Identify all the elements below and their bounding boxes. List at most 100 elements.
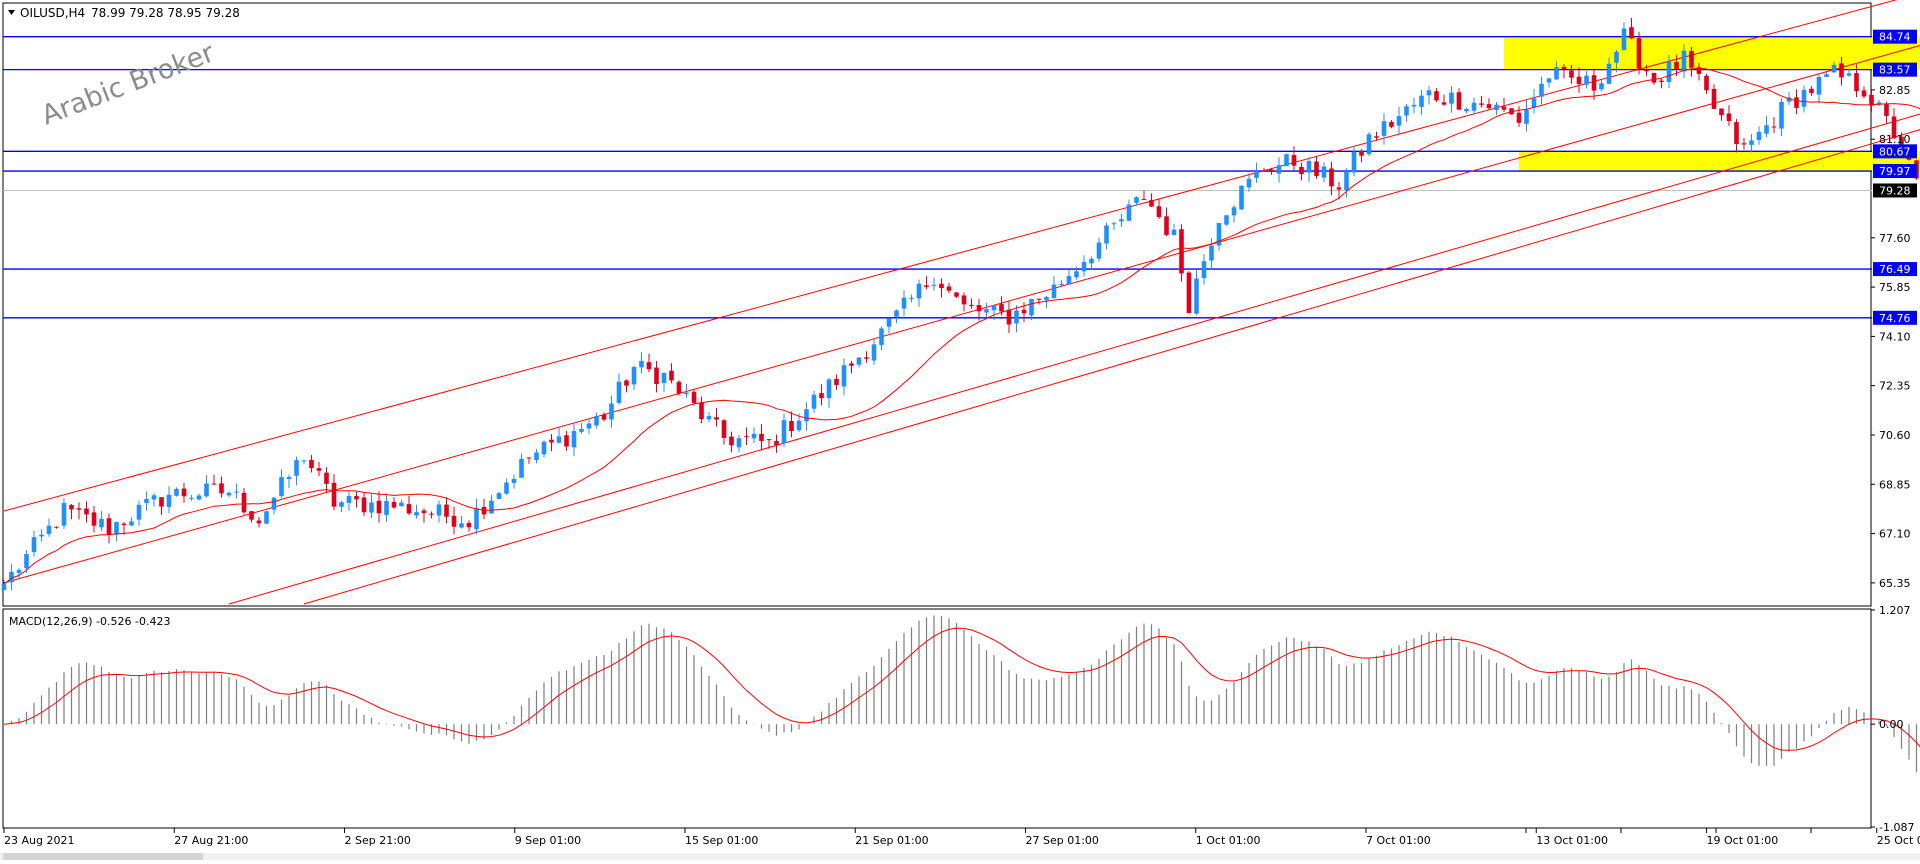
candle-body — [324, 472, 329, 484]
candle-body — [264, 511, 269, 524]
time-tick-label: 21 Sep 01:00 — [855, 834, 928, 847]
candle-body — [1006, 309, 1012, 325]
candle-body — [1074, 271, 1079, 278]
candle-body — [526, 457, 532, 459]
candle-body — [1224, 215, 1229, 225]
candle-body — [639, 360, 644, 368]
macd-layer — [3, 615, 1920, 773]
candle-body — [864, 357, 869, 359]
candle-body — [1029, 298, 1034, 316]
candle-body — [736, 438, 742, 448]
candle-body — [1636, 38, 1642, 69]
current-price-badge — [1873, 183, 1917, 198]
macd-label: MACD(12,26,9) -0.526 -0.423 — [9, 615, 170, 628]
candle-body — [1486, 104, 1492, 109]
candle-body — [1201, 261, 1207, 279]
channel-line-3 — [303, 129, 1920, 605]
candle-body — [159, 497, 164, 507]
time-tick-label: 13 Oct 01:00 — [1536, 834, 1608, 847]
candle-body — [1779, 101, 1784, 129]
candle-body — [316, 468, 322, 471]
candle-body — [489, 500, 494, 514]
candle-body — [1786, 97, 1792, 102]
candle-body — [1839, 63, 1844, 78]
scrollbar-thumb[interactable] — [3, 853, 203, 860]
candle-body — [39, 534, 44, 537]
candle-body — [1561, 66, 1567, 70]
macd-signal-line — [3, 627, 1920, 751]
macd-tick-label: 0.00 — [1879, 718, 1904, 731]
candle-body — [1246, 178, 1252, 188]
symbol-label[interactable]: OILUSD,H4 — [20, 6, 85, 20]
horizontal-scrollbar[interactable] — [0, 853, 1920, 860]
candle-body — [586, 423, 592, 429]
time-tick-label: 9 Sep 01:00 — [515, 834, 581, 847]
candle-body — [354, 496, 359, 500]
candle-body — [1411, 104, 1417, 107]
candle-body — [1651, 72, 1657, 83]
candle-body — [1734, 122, 1739, 144]
candle-body — [1531, 98, 1537, 108]
candle-body — [1471, 102, 1477, 111]
candle-body — [916, 283, 922, 299]
level-price-badge — [1873, 144, 1917, 159]
candle-body — [459, 523, 464, 528]
candle-body — [1036, 298, 1042, 300]
candle-body — [54, 526, 59, 528]
candle-body — [129, 521, 134, 526]
candle-body — [706, 416, 712, 420]
candle-body — [946, 286, 952, 291]
candle-body — [391, 501, 397, 508]
level-price-badge — [1873, 164, 1917, 179]
candle-body — [1479, 103, 1484, 105]
candle-body — [1794, 97, 1799, 108]
level-price-label: 74.76 — [1879, 312, 1911, 325]
candle-body — [1336, 187, 1342, 190]
candle-body — [1329, 168, 1334, 187]
candle-body — [1261, 170, 1267, 172]
symbol-menu-triangle-icon[interactable] — [8, 10, 15, 15]
candle-body — [1389, 121, 1394, 127]
price-tick-label: 65.35 — [1879, 577, 1911, 590]
candle-body — [1591, 75, 1597, 91]
candle-body — [9, 571, 14, 583]
candle-body — [1194, 278, 1199, 314]
candle-body — [894, 310, 899, 317]
candle-body — [99, 518, 104, 528]
candle-body — [1546, 78, 1552, 83]
time-tick-label: 1 Oct 01:00 — [1196, 834, 1261, 847]
candle-body — [301, 460, 307, 462]
channel-line-2 — [228, 113, 1920, 605]
candle-body — [376, 500, 382, 514]
candle-body — [369, 502, 374, 513]
time-tick-label: 15 Sep 01:00 — [685, 834, 758, 847]
candle-body — [1366, 134, 1372, 155]
candle-body — [1396, 116, 1402, 126]
candle-body — [1254, 171, 1259, 178]
candle-body — [76, 508, 82, 510]
candle-body — [451, 515, 457, 527]
candle-body — [421, 510, 427, 514]
level-price-label: 76.49 — [1879, 263, 1911, 276]
candle-body — [654, 367, 659, 384]
candle-body — [414, 512, 419, 516]
candle-body — [1276, 165, 1282, 174]
candle-body — [1179, 229, 1184, 274]
candle-body — [174, 488, 179, 496]
zone-layer — [1504, 36, 1920, 172]
candle-body — [1494, 104, 1499, 111]
candle-body — [31, 537, 37, 553]
candle-body — [1719, 108, 1724, 116]
candle-body — [1021, 309, 1027, 314]
candle-body — [1119, 219, 1124, 222]
candle-body — [16, 570, 22, 573]
axis-layer: 82.85 81.10 77.60 75.85 74.10 72.35 70.60 68.85… — [3, 29, 1920, 847]
candle-body — [384, 501, 389, 515]
candle-body — [1419, 95, 1424, 107]
candle-body — [1704, 75, 1709, 91]
candle-body — [954, 292, 959, 297]
candle-body — [519, 458, 524, 478]
level-price-label: 80.67 — [1879, 145, 1911, 158]
